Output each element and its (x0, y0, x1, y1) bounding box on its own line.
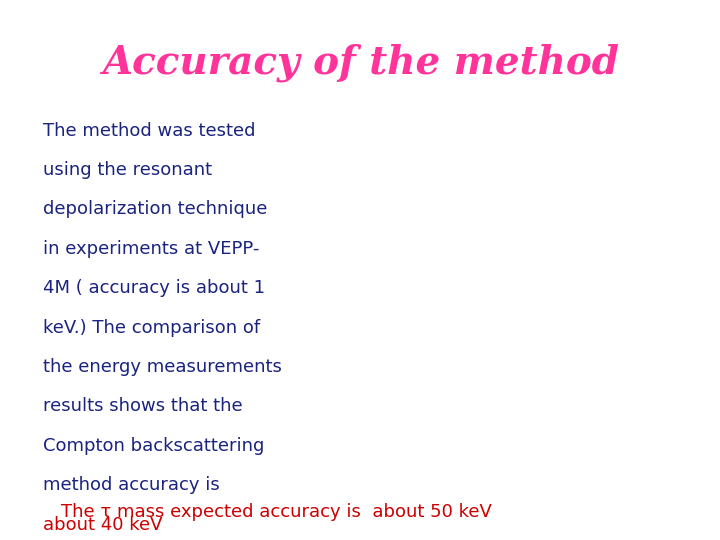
Text: using the resonant: using the resonant (43, 161, 212, 179)
Text: depolarization technique: depolarization technique (43, 200, 268, 218)
Text: Accuracy of the method: Accuracy of the method (102, 43, 618, 82)
Text: about 40 keV: about 40 keV (43, 516, 163, 534)
Text: Compton backscattering: Compton backscattering (43, 437, 264, 455)
Text: the energy measurements: the energy measurements (43, 358, 282, 376)
Text: in experiments at VEPP-: in experiments at VEPP- (43, 240, 260, 258)
Text: The τ mass expected accuracy is  about 50 keV: The τ mass expected accuracy is about 50… (61, 503, 492, 521)
Text: 4M ( accuracy is about 1: 4M ( accuracy is about 1 (43, 279, 265, 297)
Text: method accuracy is: method accuracy is (43, 476, 220, 494)
Text: The method was tested: The method was tested (43, 122, 256, 139)
Text: keV.) The comparison of: keV.) The comparison of (43, 319, 261, 336)
Text: results shows that the: results shows that the (43, 397, 243, 415)
